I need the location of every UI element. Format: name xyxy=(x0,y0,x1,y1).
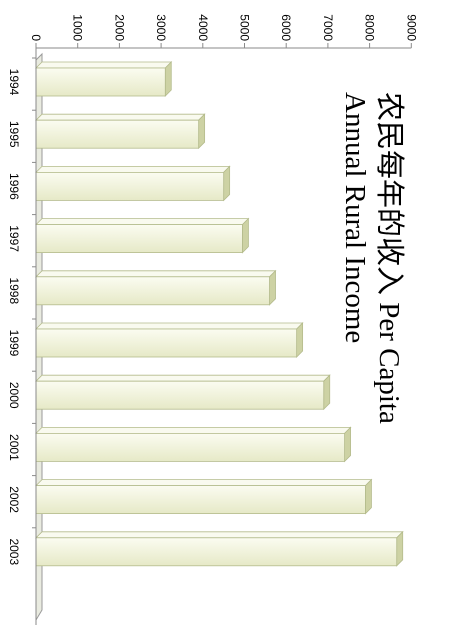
chart-title-line-2: Annual Rural Income xyxy=(339,92,371,343)
bar-1994 xyxy=(35,61,173,97)
category-label: 1997 xyxy=(7,225,21,252)
value-tick-label: 5000 xyxy=(238,14,252,41)
value-tick-label: 3000 xyxy=(154,14,168,41)
category-label: 1995 xyxy=(7,121,21,148)
bar-2000 xyxy=(35,374,331,411)
category-label: 1999 xyxy=(7,330,21,357)
bar-2003 xyxy=(35,530,404,567)
value-tick-label: 4000 xyxy=(196,14,210,41)
chart-title-line-1: 农民每年的收入 Per Capita xyxy=(373,92,406,424)
bar-1997 xyxy=(35,217,250,254)
value-tick-label: 7000 xyxy=(321,14,335,41)
bar-1999 xyxy=(35,322,304,358)
value-tick-label: 2000 xyxy=(112,14,126,41)
category-label: 1998 xyxy=(7,277,21,304)
value-tick-label: 6000 xyxy=(279,14,293,41)
bars-group xyxy=(35,61,404,567)
axes-group xyxy=(32,43,412,625)
value-tick-label: 1000 xyxy=(71,14,85,41)
bar-1995 xyxy=(35,113,206,150)
bar-1996 xyxy=(35,165,231,202)
category-label: 1996 xyxy=(7,173,21,200)
category-label: 2000 xyxy=(7,382,21,409)
category-label: 1994 xyxy=(7,69,21,96)
category-label: 2003 xyxy=(7,538,21,565)
value-tick-label: 9000 xyxy=(404,14,418,41)
bar-1998 xyxy=(35,269,277,306)
bar-2001 xyxy=(35,426,352,463)
category-label: 2002 xyxy=(7,486,21,513)
category-label: 2001 xyxy=(7,434,21,461)
category-labels: 1994 1995 1996 1997 1998 1999 2000 2001 2002 2003 xyxy=(7,69,21,566)
value-tick-label: 0 xyxy=(29,34,43,41)
value-tick-labels: 0 1000 2000 3000 4000 5000 6000 7000 8000 9000 xyxy=(29,14,418,41)
bar-2002 xyxy=(35,478,373,515)
value-tick-label: 8000 xyxy=(363,14,377,41)
